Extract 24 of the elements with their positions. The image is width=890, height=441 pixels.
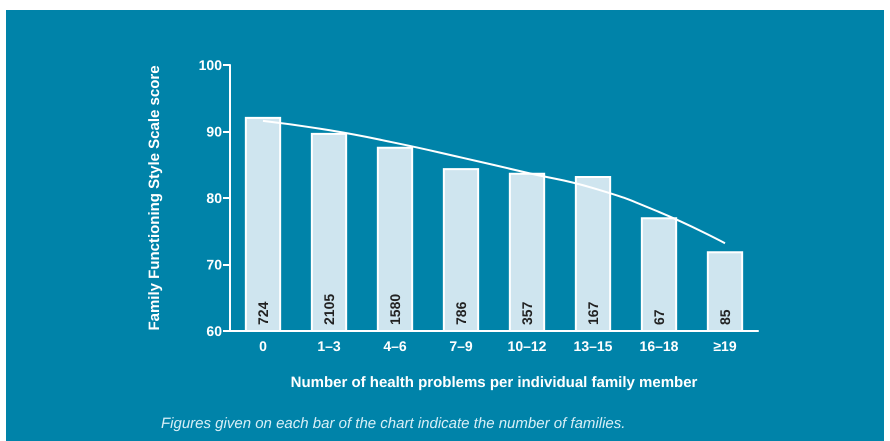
x-tick-label: 13–15 bbox=[574, 338, 613, 354]
text: Figures given on each bar of the chart indicate the number of families. bbox=[161, 415, 626, 432]
y-tick-label: 90 bbox=[206, 124, 222, 140]
x-tick-label: 7–9 bbox=[449, 338, 473, 354]
annotation: 67 bbox=[651, 309, 667, 325]
annotation: 85 bbox=[717, 309, 733, 325]
annotation: 786 bbox=[453, 301, 469, 325]
x-tick-label: 16–18 bbox=[640, 338, 679, 354]
x-tick-label: 4–6 bbox=[383, 338, 407, 354]
annotation: 357 bbox=[519, 301, 535, 325]
x-tick-label: 0 bbox=[259, 338, 268, 354]
x-axis-title: Number of health problems per individual family member bbox=[290, 374, 698, 391]
annotation: 724 bbox=[255, 301, 271, 325]
x-tick-label: 1–3 bbox=[317, 338, 341, 354]
annotation: 1580 bbox=[387, 294, 403, 325]
annotation: 167 bbox=[585, 301, 601, 325]
y-tick-label: 70 bbox=[206, 256, 222, 272]
annotation: 2105 bbox=[321, 294, 337, 325]
y-axis-title: Family Functioning Style Scale score bbox=[146, 65, 163, 331]
y-tick-label: 60 bbox=[206, 323, 222, 339]
x-tick-label: 10–12 bbox=[508, 338, 547, 354]
y-tick-label: 80 bbox=[206, 190, 222, 206]
x-tick-label: ≥19 bbox=[713, 338, 737, 354]
y-tick-label: 100 bbox=[198, 57, 222, 73]
